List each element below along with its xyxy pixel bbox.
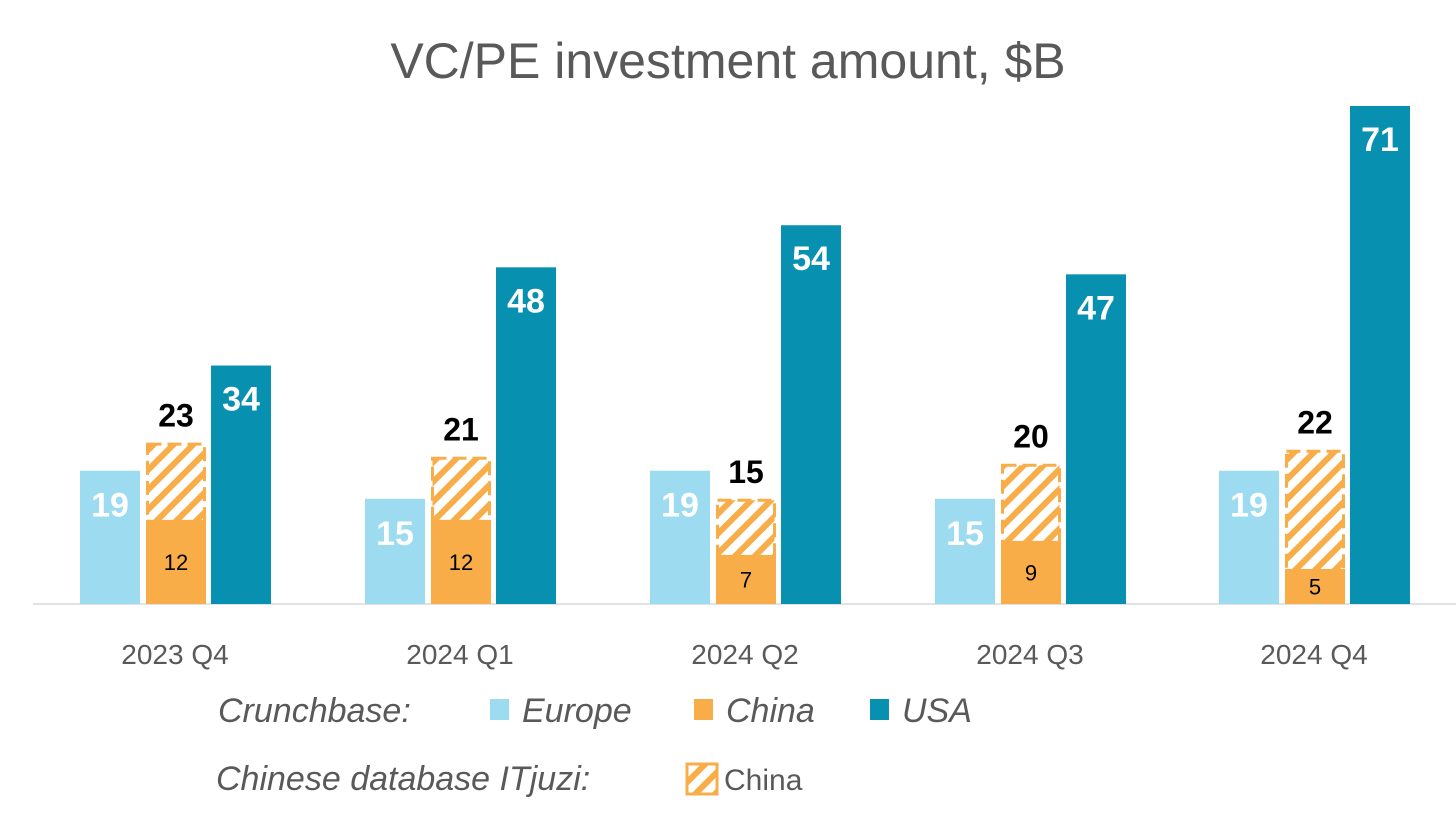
- bar-europe: [80, 470, 140, 604]
- data-label-europe: 15: [376, 515, 414, 553]
- bar-usa: [211, 365, 271, 604]
- data-label-usa: 48: [507, 282, 545, 320]
- legend-item-usa: USA: [902, 692, 972, 730]
- data-label-china-itjuzi: 15: [728, 454, 764, 490]
- bar-usa: [1066, 274, 1126, 604]
- legend-swatch-china: [694, 699, 713, 720]
- data-label-china: 12: [164, 550, 188, 575]
- legend-swatch-china-itjuzi: [685, 762, 719, 796]
- data-label-usa: 54: [792, 240, 830, 278]
- bar-china: [1001, 540, 1061, 604]
- data-label-europe: 19: [91, 487, 129, 525]
- data-label-europe: 15: [946, 515, 984, 553]
- bar-usa: [781, 225, 841, 604]
- bar-europe: [650, 470, 710, 604]
- legend-item-china: China: [726, 692, 815, 730]
- data-label-china-itjuzi: 21: [443, 412, 479, 448]
- data-label-china: 9: [1025, 560, 1037, 585]
- legend-swatch-europe: [490, 699, 509, 720]
- bar-china: [716, 554, 776, 604]
- data-label-china-itjuzi: 23: [158, 398, 194, 434]
- bar-europe: [935, 498, 995, 604]
- bar-europe: [1219, 470, 1279, 604]
- bar-china: [431, 519, 491, 604]
- bar-europe: [365, 498, 425, 604]
- chart-title: VC/PE investment amount, $B: [390, 33, 1065, 89]
- bar-usa: [1350, 106, 1410, 604]
- bar-china: [1285, 568, 1345, 604]
- x-tick-label: 2024 Q1: [406, 639, 513, 670]
- x-tick-label: 2024 Q4: [1260, 639, 1367, 670]
- x-tick-label: 2023 Q4: [121, 639, 228, 670]
- legend: Crunchbase: Europe China USA Chinese dat…: [216, 692, 972, 798]
- data-label-usa: 47: [1077, 289, 1115, 327]
- bar-usa: [496, 267, 556, 604]
- legend-row1-label: Crunchbase:: [218, 692, 411, 730]
- data-label-china-itjuzi: 22: [1297, 405, 1333, 441]
- x-tick-label: 2024 Q3: [976, 639, 1083, 670]
- data-label-usa: 34: [222, 381, 260, 419]
- data-label-europe: 19: [661, 487, 699, 525]
- legend-row2-label: Chinese database ITjuzi:: [216, 760, 590, 798]
- data-label-china-itjuzi: 20: [1013, 419, 1049, 455]
- data-label-china: 7: [740, 567, 752, 592]
- x-tick-label: 2024 Q2: [691, 639, 798, 670]
- data-label-usa: 71: [1361, 121, 1399, 159]
- data-label-china: 5: [1309, 574, 1321, 599]
- legend-item-europe: Europe: [522, 692, 632, 730]
- bar-china: [146, 519, 206, 604]
- data-label-china: 12: [449, 550, 473, 575]
- legend-item-china-itjuzi: China: [724, 764, 803, 797]
- data-label-europe: 19: [1230, 487, 1268, 525]
- legend-swatch-usa: [870, 699, 889, 720]
